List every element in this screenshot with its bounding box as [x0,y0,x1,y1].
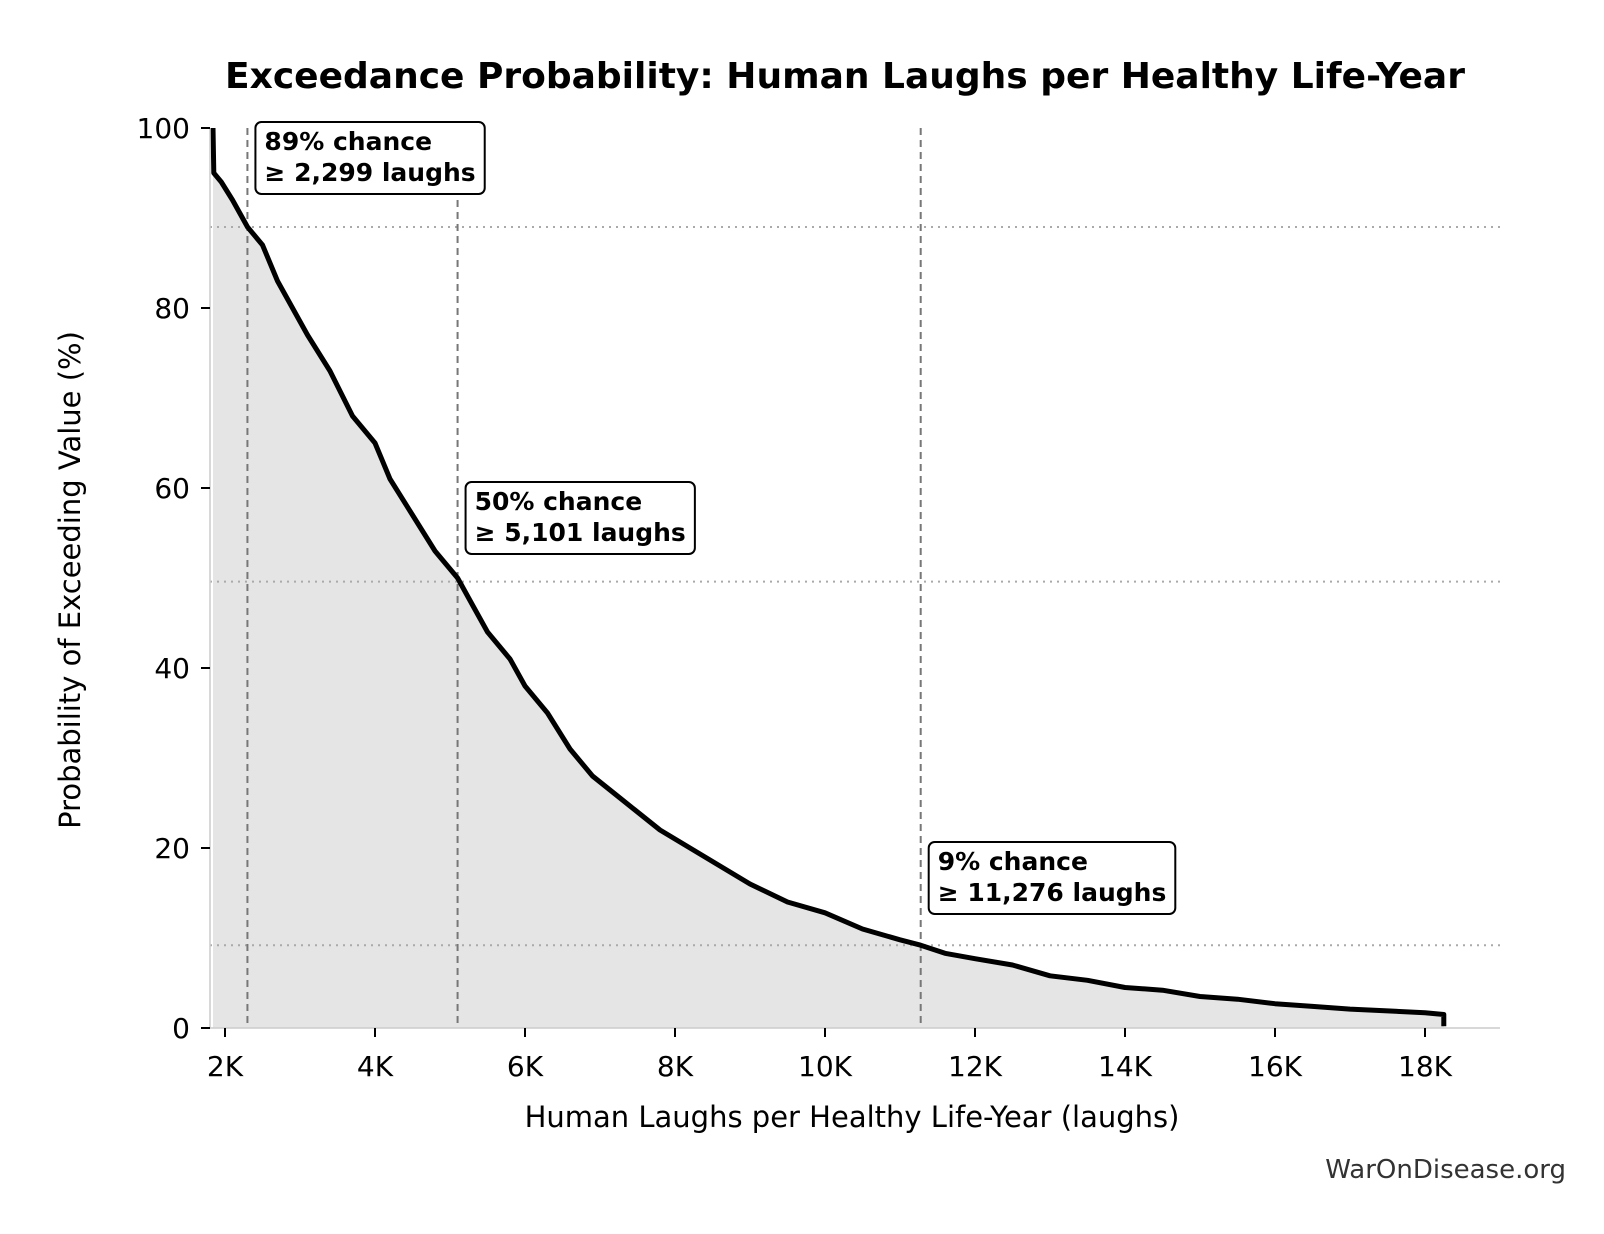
y-ticks: 0 20 40 60 80 100 [137,112,210,1045]
credit-text: WarOnDisease.org [1325,1155,1566,1185]
x-ticks: 2K 4K 6K 8K 10K 12K 14K 16K 18K [207,1028,1453,1083]
x-tick-label: 2K [207,1050,244,1083]
chart-title: Exceedance Probability: Human Laughs per… [225,56,1465,97]
exceedance-curve [210,127,1447,1027]
x-tick-label: 18K [1398,1050,1453,1083]
x-tick-label: 14K [1098,1050,1153,1083]
x-tick-label: 16K [1248,1050,1303,1083]
annotation-box: 50% chance≥ 5,101 laughs [464,481,696,555]
annotation-frame [254,121,486,195]
x-tick-label: 10K [798,1050,853,1083]
x-axis-label: Human Laughs per Healthy Life-Year (laug… [525,1100,1180,1134]
axes: 2K 4K 6K 8K 10K 12K 14K 16K 18K 0 20 40 60 80 100 [137,112,1500,1083]
annotation-box: 9% chance≥ 11,276 laughs [927,841,1177,915]
annotation-frame [927,841,1177,915]
exceedance-area [213,128,1444,1028]
x-tick-label: 4K [357,1050,394,1083]
annotation-value: ≥ 5,101 laughs [475,518,686,547]
y-tick-label: 0 [172,1012,190,1045]
y-tick-label: 20 [154,832,190,865]
y-axis-label: Probability of Exceeding Value (%) [53,331,87,829]
annotation-probability: 50% chance [475,487,643,516]
annotation-probability: 89% chance [264,127,432,156]
annotation-box: 89% chance≥ 2,299 laughs [254,121,486,195]
y-tick-label: 80 [154,292,190,325]
annotations: 89% chance≥ 2,299 laughs 50% chance≥ 5,10… [254,121,1177,915]
annotation-frame [464,481,696,555]
plot-area [210,127,1500,1028]
annotation-value: ≥ 11,276 laughs [938,878,1167,907]
annotation-value: ≥ 2,299 laughs [264,158,475,187]
y-tick-label: 100 [137,112,190,145]
annotation-probability: 9% chance [938,847,1088,876]
probability-reference-lines [210,226,1500,947]
y-tick-label: 60 [154,472,190,505]
y-tick-label: 40 [154,652,190,685]
x-tick-label: 6K [507,1050,544,1083]
x-tick-label: 8K [657,1050,694,1083]
x-tick-label: 12K [948,1050,1003,1083]
